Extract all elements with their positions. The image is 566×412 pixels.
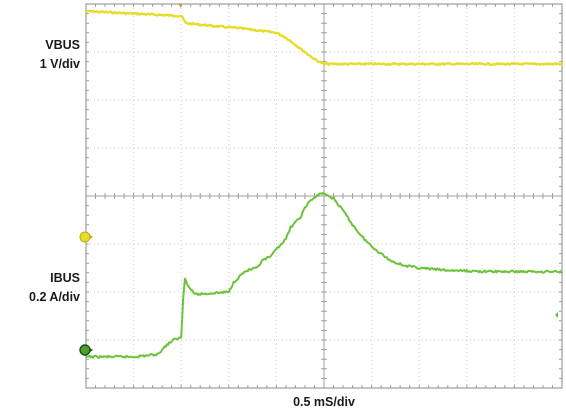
ibus-ground-marker xyxy=(79,344,93,356)
ibus-channel-label: IBUS xyxy=(50,271,80,285)
graticule xyxy=(85,3,563,389)
plot-border xyxy=(85,3,563,389)
trigger-position-marker xyxy=(179,4,182,8)
vbus-trace xyxy=(84,9,564,66)
x-axis-label: 0.5 mS/div xyxy=(293,395,355,409)
traces xyxy=(84,9,564,359)
trace-edge-marker xyxy=(555,312,558,318)
vbus-ground-marker xyxy=(79,231,93,243)
ibus-scale-label: 0.2 A/div xyxy=(29,290,80,304)
vbus-scale-label: 1 V/div xyxy=(40,57,80,71)
ibus-trace xyxy=(85,191,563,359)
vbus-channel-label: VBUS xyxy=(45,38,80,52)
